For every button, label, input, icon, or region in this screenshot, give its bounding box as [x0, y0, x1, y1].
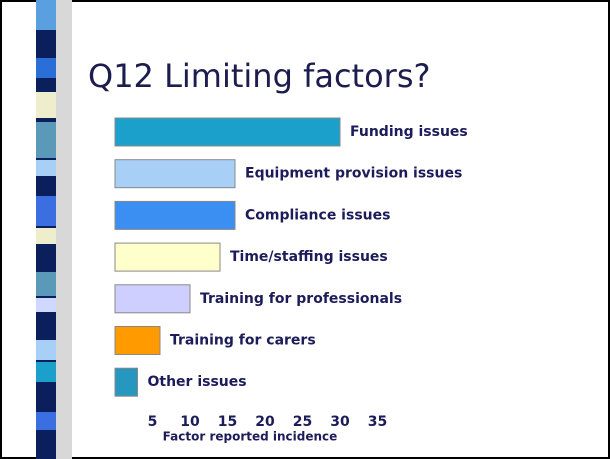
stripe-block: [36, 412, 56, 430]
bar-label: Other issues: [148, 374, 247, 390]
stripe-shadow: [56, 0, 72, 459]
x-tick-label: 30: [330, 414, 350, 430]
stripe-block: [36, 0, 56, 30]
stripe-block: [36, 196, 56, 226]
x-tick-label: 25: [293, 414, 312, 430]
bar: [114, 367, 138, 397]
stripe-block: [36, 340, 56, 360]
slide-title: Q12 Limiting factors?: [88, 57, 430, 95]
x-tick-label: 5: [148, 414, 158, 430]
x-axis-label: Factor reported incidence: [163, 430, 338, 444]
stripe-block: [36, 160, 56, 176]
bar: [114, 326, 161, 355]
bar-label: Training for carers: [170, 333, 316, 349]
bar: [114, 117, 341, 147]
stripe-block: [36, 58, 56, 78]
stripe-block: [36, 228, 56, 244]
bar-label: Equipment provision issues: [245, 166, 462, 182]
x-tick-label: 15: [218, 414, 237, 430]
bar-label: Training for professionals: [200, 291, 402, 307]
stripe-block: [36, 92, 56, 118]
stripe-block: [36, 362, 56, 382]
bar-label: Time/staffing issues: [230, 249, 388, 265]
bar: [114, 284, 191, 314]
x-tick-label: 10: [180, 414, 200, 430]
bar: [114, 200, 236, 230]
stripe-block: [36, 298, 56, 312]
x-tick-label: 20: [255, 414, 275, 430]
bar: [114, 159, 236, 189]
bar-label: Compliance issues: [245, 207, 390, 223]
x-tick-label: 35: [368, 414, 387, 430]
stripe-block: [36, 122, 56, 158]
bar: [114, 242, 221, 272]
decor-stripe: [36, 0, 72, 459]
bar-label: Funding issues: [350, 124, 468, 140]
stripe-block: [36, 272, 56, 296]
